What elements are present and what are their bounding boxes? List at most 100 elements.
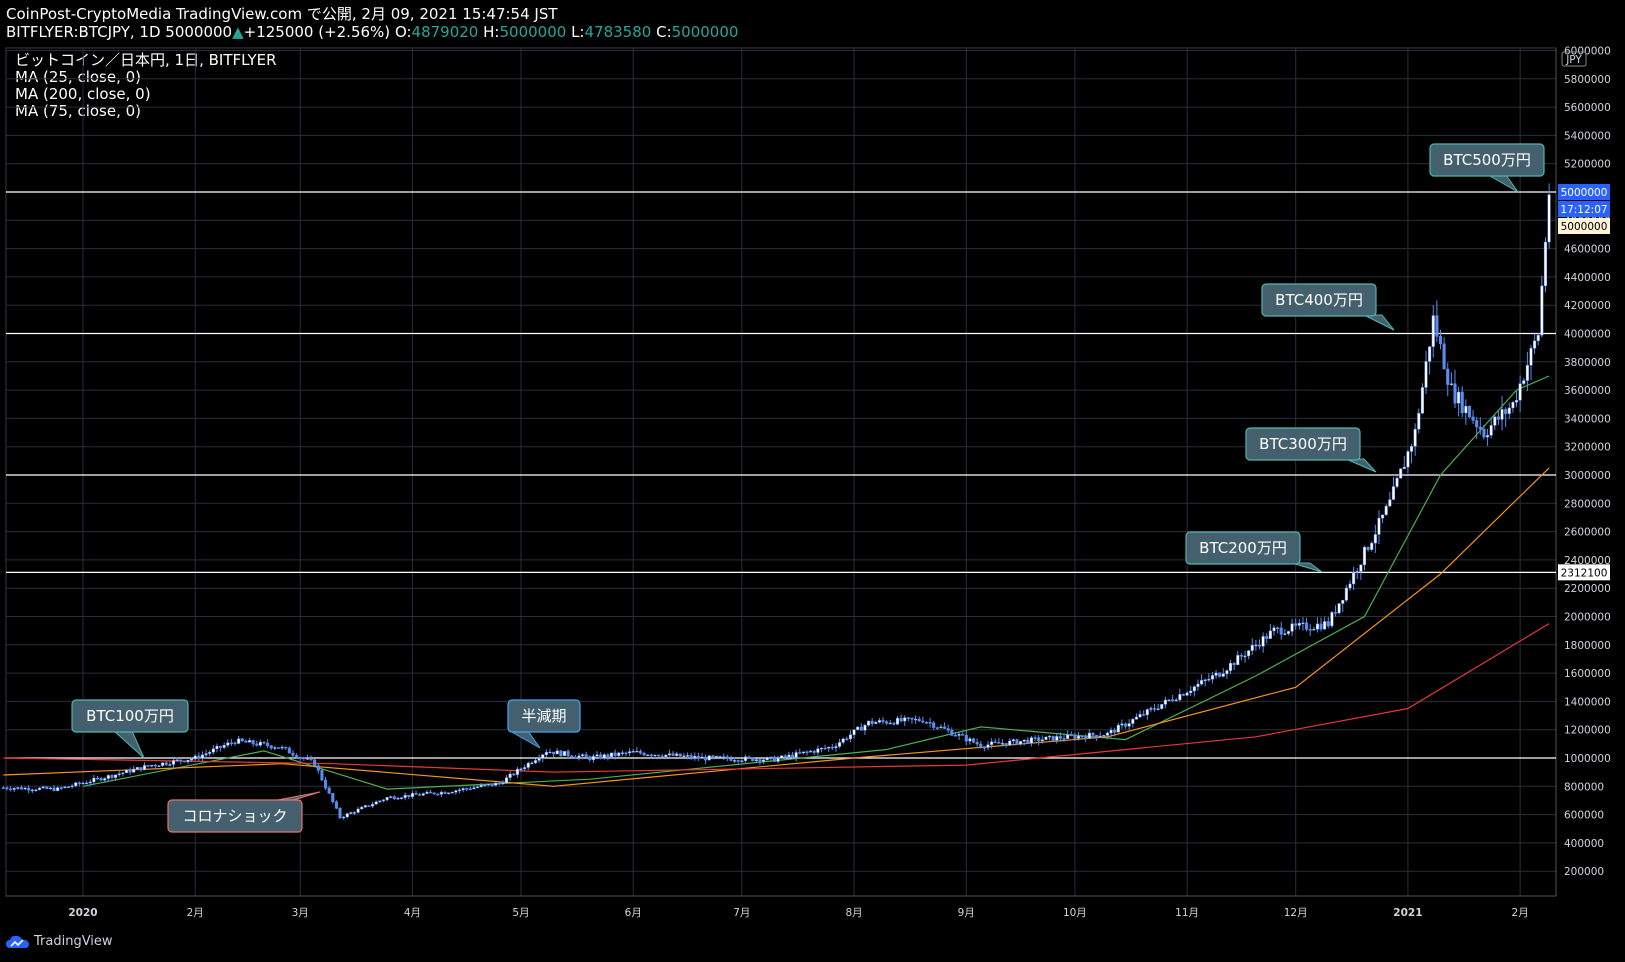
y-tick-label: 1400000 <box>1564 696 1611 708</box>
candle-body <box>287 747 291 754</box>
candle-body <box>1355 571 1359 573</box>
candle-body <box>595 754 599 757</box>
candle-body <box>1037 737 1041 742</box>
candle-body <box>389 796 393 798</box>
callout-box[interactable] <box>1429 143 1545 177</box>
candle-body <box>1272 627 1276 632</box>
candle-body <box>1167 699 1171 701</box>
candle-body <box>428 791 433 794</box>
callout-box[interactable] <box>1185 531 1301 565</box>
candle-body <box>1359 564 1363 572</box>
candle-body <box>809 750 813 753</box>
candle-body <box>291 752 295 756</box>
candle-body <box>957 734 961 736</box>
candle-body <box>1417 412 1421 430</box>
candle-body <box>1203 679 1207 681</box>
callout-pointer <box>1486 174 1519 193</box>
candle-body <box>830 746 834 749</box>
candle-body <box>848 734 852 740</box>
candle-body <box>483 784 487 787</box>
last-price-label: 5000000 <box>1561 187 1608 199</box>
candle-body <box>1279 627 1283 635</box>
candle-body <box>1514 400 1519 403</box>
candle-body <box>935 727 939 729</box>
candle-body <box>1098 735 1102 738</box>
candle-body <box>1015 739 1019 745</box>
y-tick-label: 2000000 <box>1564 612 1611 624</box>
candle-body <box>494 782 498 786</box>
candle-body <box>711 755 715 758</box>
candle-body <box>577 755 581 758</box>
candle-body <box>812 750 816 753</box>
high-value: 5000000 <box>499 23 567 41</box>
footer-brand-label: TradingView <box>34 934 113 949</box>
candle-body <box>161 762 165 766</box>
x-tick-label: 10月 <box>1063 907 1087 919</box>
candle-body <box>704 756 708 761</box>
candle-body <box>12 788 16 790</box>
low-label: L: <box>571 23 585 41</box>
candle-body <box>320 770 324 781</box>
candle-body <box>48 787 52 790</box>
close-label: C: <box>656 23 672 41</box>
candle-body <box>657 754 661 757</box>
candle-body <box>1225 670 1229 675</box>
candle-body <box>273 747 277 749</box>
candle-body <box>1333 612 1338 614</box>
candle-body <box>1029 737 1033 744</box>
candle-body <box>1247 650 1251 657</box>
candle-body <box>182 760 186 763</box>
candle-body <box>63 786 67 789</box>
callout-box[interactable] <box>1245 427 1361 461</box>
candle-body <box>139 767 143 771</box>
candle-body <box>436 793 440 796</box>
candle-body <box>439 791 443 795</box>
candle-body <box>197 755 201 759</box>
candle-body <box>602 754 606 759</box>
candle-body <box>718 755 722 758</box>
candle-body <box>504 777 509 784</box>
candle-body <box>1428 346 1432 362</box>
y-tick-label: 4600000 <box>1564 244 1611 256</box>
candle-body <box>559 750 563 756</box>
legend-ma25[interactable]: MA (25, close, 0) <box>15 68 142 86</box>
tradingview-brand[interactable]: TradingView <box>6 934 113 949</box>
candle-body <box>150 764 154 767</box>
candle-body <box>410 793 414 797</box>
y-tick-label: 4200000 <box>1564 300 1611 312</box>
candle-body <box>193 755 197 760</box>
candle-body <box>142 765 147 771</box>
candle-body <box>1547 194 1551 243</box>
candle-body <box>1189 690 1193 694</box>
candle-body <box>233 742 237 745</box>
candle-body <box>1084 736 1088 739</box>
y-tick-label: 1000000 <box>1564 753 1611 765</box>
callout-box[interactable] <box>1261 283 1377 317</box>
candle-body <box>990 741 994 745</box>
candle-body <box>986 744 990 748</box>
callout-box[interactable] <box>71 699 189 733</box>
candle-body <box>1207 678 1211 681</box>
candle-body <box>533 760 538 764</box>
candle-body <box>754 759 758 762</box>
candle-body <box>175 759 179 762</box>
candle-body <box>1395 477 1399 487</box>
x-tick-label: 7月 <box>733 907 750 919</box>
legend-title[interactable]: ビットコイン／日本円, 1日, BITFLYER <box>15 51 277 69</box>
y-tick-label: 5800000 <box>1564 74 1611 86</box>
candle-body <box>646 754 650 757</box>
ma-line <box>3 623 1550 773</box>
candle-body <box>946 728 950 731</box>
callout-pointer <box>508 730 541 749</box>
callout-box[interactable] <box>507 699 581 733</box>
callout-box[interactable] <box>167 799 303 833</box>
candle-body <box>128 769 132 773</box>
candle-body <box>1438 336 1443 345</box>
candle-body <box>1113 729 1117 733</box>
publish-info: CoinPost-CryptoMedia TradingView.com で公開… <box>6 5 558 23</box>
candle-body <box>1109 729 1113 734</box>
candle-body <box>671 753 675 756</box>
candle-body <box>1076 735 1081 739</box>
candle-body <box>1471 416 1475 421</box>
